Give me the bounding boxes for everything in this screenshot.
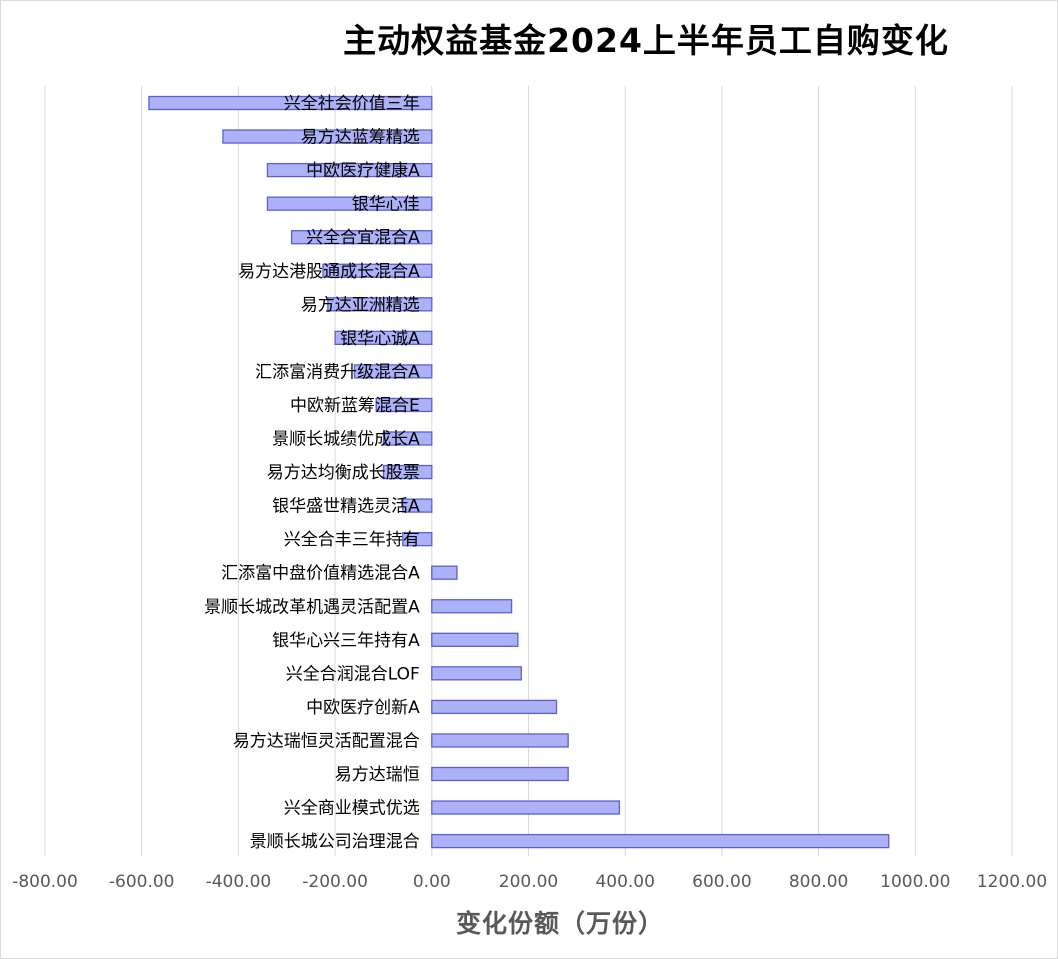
bar (431, 599, 513, 614)
x-tick-label: 600.00 (692, 872, 751, 892)
bar (266, 162, 433, 178)
bar (222, 129, 433, 144)
category-label: 易方达均衡成长股票 (267, 463, 420, 483)
category-label: 银华心兴三年持有A (272, 631, 420, 651)
x-tick-label: 400.00 (595, 872, 654, 892)
x-tick-label: 200.00 (499, 872, 558, 892)
bar (402, 532, 433, 547)
bar (431, 666, 522, 681)
category-label: 银华心诚A (340, 329, 420, 349)
bar (431, 833, 890, 849)
bar (322, 263, 433, 278)
bar (431, 565, 458, 580)
category-label: 易方达瑞恒灵活配置混合 (233, 731, 420, 751)
category-label: 景顺长城改革机遇灵活配置A (204, 597, 420, 617)
x-tick-label: -600.00 (109, 872, 175, 892)
bar (266, 196, 433, 211)
x-tick-label: -200.00 (302, 872, 368, 892)
bar (375, 397, 433, 413)
x-tick-label: -400.00 (206, 872, 272, 892)
bar (148, 95, 433, 111)
bar (402, 498, 433, 513)
category-label: 易方达港股通成长混合A (238, 262, 420, 282)
bar (382, 464, 433, 480)
category-label: 兴全社会价值三年 (284, 94, 420, 114)
category-label: 兴全合宜混合A (306, 228, 420, 248)
category-label: 银华盛世精选灵活A (272, 497, 420, 517)
category-label: 中欧医疗创新A (306, 698, 420, 718)
bar (431, 800, 621, 815)
category-label: 兴全合丰三年持有 (284, 530, 420, 550)
category-label: 景顺长城公司治理混合 (250, 832, 420, 852)
grid-lines (44, 86, 1013, 856)
category-label: 汇添富消费升级混合A (255, 362, 420, 382)
bar (431, 632, 519, 647)
x-tick-label: 1200.00 (977, 872, 1047, 892)
category-label: 易方达瑞恒 (335, 765, 420, 785)
bar (382, 431, 433, 446)
bars (148, 95, 890, 849)
x-tick-labels: -800.00 -600.00 -400.00 -200.00 0.00 200.00 40… (12, 872, 1047, 892)
x-tick-label: -800.00 (12, 872, 78, 892)
x-tick-label: 1000.00 (880, 872, 950, 892)
x-axis-title: 变化份额（万份） (455, 909, 664, 938)
x-tick-label: 800.00 (789, 872, 848, 892)
category-label: 景顺长城绩优成长A (272, 430, 420, 450)
bar (327, 297, 433, 312)
bar (353, 364, 433, 379)
x-tick-label: 0.00 (413, 872, 451, 892)
category-label: 银华心佳 (352, 195, 420, 215)
bar (431, 699, 558, 715)
category-label: 汇添富中盘价值精选混合A (221, 564, 420, 584)
bar (431, 733, 569, 748)
category-label: 中欧新蓝筹混合E (290, 396, 420, 416)
bar (431, 766, 569, 782)
category-label: 兴全商业模式优选 (284, 799, 420, 819)
category-label: 易方达蓝筹精选 (301, 128, 420, 148)
category-label: 兴全合润混合LOF (286, 664, 420, 684)
category-label: 易方达亚洲精选 (301, 295, 420, 315)
category-label: 中欧医疗健康A (306, 161, 420, 181)
bar (290, 230, 433, 245)
chart-title: 主动权益基金2024上半年员工自购变化 (343, 21, 949, 60)
bar (334, 330, 433, 346)
